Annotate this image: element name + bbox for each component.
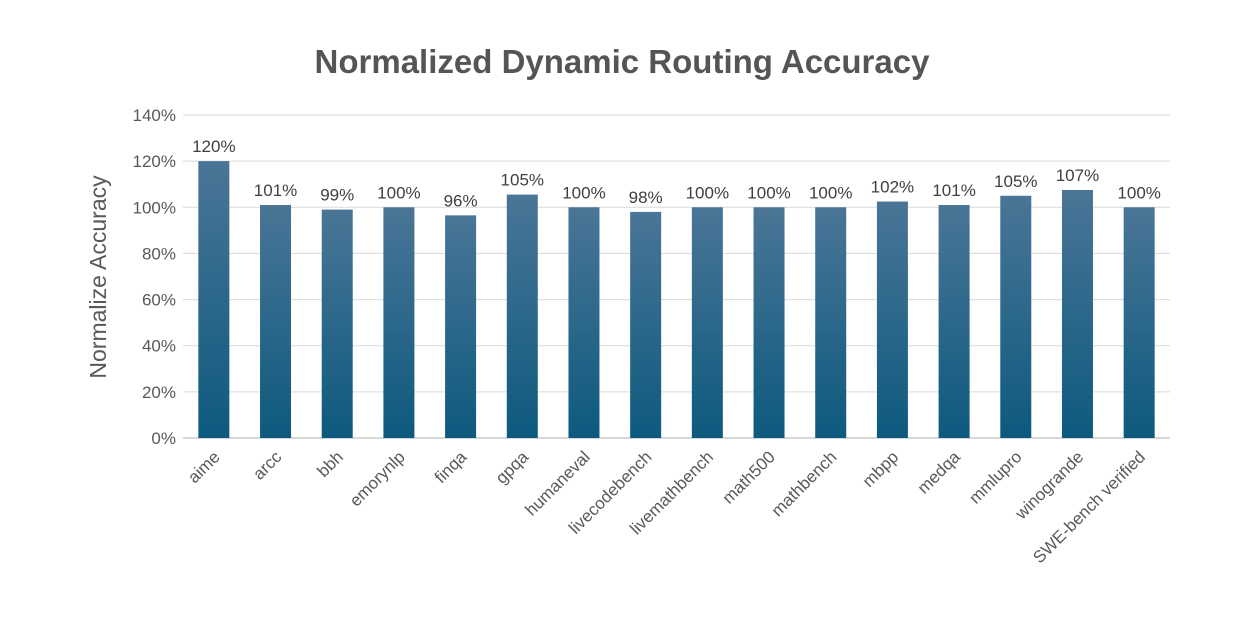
data-label: 120% bbox=[192, 137, 235, 156]
y-tick-label: 40% bbox=[142, 337, 176, 356]
bar-bbh bbox=[321, 209, 353, 438]
x-tick-label: mathbench bbox=[768, 447, 841, 520]
x-tick-label: gpqa bbox=[492, 447, 533, 488]
bar-medqa bbox=[938, 204, 970, 438]
bar-gpqa bbox=[506, 194, 538, 438]
x-tick-label: medqa bbox=[914, 447, 965, 498]
bar-mmlupro bbox=[1000, 195, 1032, 438]
bar-aime bbox=[198, 161, 230, 438]
bar-winogrande bbox=[1061, 189, 1093, 438]
y-tick-label: 80% bbox=[142, 244, 176, 263]
data-label: 107% bbox=[1056, 166, 1099, 185]
data-label: 96% bbox=[444, 191, 478, 210]
bar-humaneval bbox=[568, 207, 600, 438]
y-tick-label: 140% bbox=[133, 106, 176, 125]
y-axis-label: Normalize Accuracy bbox=[85, 175, 111, 379]
x-tick-label: emorynlp bbox=[346, 447, 409, 510]
y-tick-label: 20% bbox=[142, 383, 176, 402]
x-tick-label: bbh bbox=[314, 447, 347, 480]
data-label: 99% bbox=[320, 186, 354, 205]
data-label: 100% bbox=[809, 183, 852, 202]
data-label: 98% bbox=[629, 188, 663, 207]
y-tick-label: 100% bbox=[133, 198, 176, 217]
bar-livemathbench bbox=[691, 207, 723, 438]
data-label: 100% bbox=[747, 183, 790, 202]
bar-emorynlp bbox=[383, 207, 415, 438]
x-tick-label: math500 bbox=[719, 447, 779, 507]
data-label: 100% bbox=[377, 183, 420, 202]
x-tick-label: mbpp bbox=[859, 447, 903, 491]
bars bbox=[198, 161, 1155, 438]
data-label: 105% bbox=[994, 172, 1037, 191]
bar-livecodebench bbox=[630, 211, 662, 438]
x-tick-label: aime bbox=[184, 447, 223, 486]
data-label: 101% bbox=[254, 181, 297, 200]
data-label: 100% bbox=[1117, 183, 1160, 202]
y-tick-label: 0% bbox=[151, 429, 176, 448]
bar-mathbench bbox=[815, 207, 847, 438]
bar-arcc bbox=[260, 204, 292, 438]
x-tick-label: mmlupro bbox=[965, 447, 1025, 507]
x-tick-label: arcc bbox=[249, 447, 285, 483]
data-label: 100% bbox=[686, 183, 729, 202]
bar-math500 bbox=[753, 207, 785, 438]
y-tick-label: 60% bbox=[142, 291, 176, 310]
x-tick-label: SWE-bench verified bbox=[1029, 447, 1149, 567]
y-tick-label: 120% bbox=[133, 152, 176, 171]
bar-swe-bench-verified bbox=[1123, 207, 1155, 438]
data-label: 105% bbox=[501, 171, 544, 190]
chart-title: Normalized Dynamic Routing Accuracy bbox=[315, 43, 931, 80]
bar-mbpp bbox=[876, 201, 908, 438]
data-label: 101% bbox=[932, 181, 975, 200]
x-tick-label: finqa bbox=[431, 447, 471, 487]
data-labels: 120% 101% 99% 100% 96% 105% 100% 98% 100% 100% 100… bbox=[192, 137, 1161, 210]
data-label: 102% bbox=[871, 178, 914, 197]
data-label: 100% bbox=[562, 183, 605, 202]
bar-finqa bbox=[445, 215, 477, 438]
